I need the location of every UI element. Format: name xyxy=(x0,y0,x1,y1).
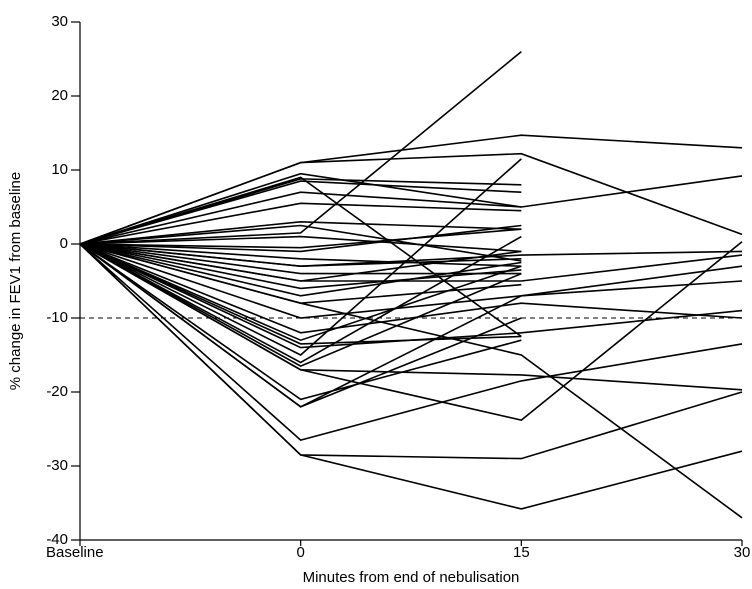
data-line xyxy=(79,243,522,401)
data-line xyxy=(79,243,522,342)
data-line xyxy=(79,224,522,253)
y-axis-label: % change in FEV1 from baseline xyxy=(7,172,24,390)
y-tick-label: 0 xyxy=(60,235,68,252)
data-line xyxy=(79,243,522,408)
y-tick-label: 20 xyxy=(51,87,68,104)
y-tick-label: -20 xyxy=(46,383,68,400)
data-line xyxy=(79,243,522,290)
data-line xyxy=(79,241,743,421)
data-line xyxy=(79,243,522,367)
data-line xyxy=(79,50,522,245)
x-tick-label: Baseline xyxy=(46,544,104,561)
data-line xyxy=(79,243,743,441)
data-line xyxy=(79,243,522,345)
data-line xyxy=(79,180,522,245)
data-line xyxy=(79,243,522,267)
y-tick-label: 30 xyxy=(51,13,68,30)
data-line xyxy=(79,243,522,282)
x-tick-label: 30 xyxy=(734,544,751,561)
data-line xyxy=(79,243,743,391)
data-line xyxy=(79,220,522,245)
data-line xyxy=(79,172,743,245)
data-line xyxy=(79,228,522,249)
data-line xyxy=(79,243,743,334)
data-line xyxy=(79,224,522,262)
data-line xyxy=(79,152,743,245)
y-tick-label: -30 xyxy=(46,457,68,474)
data-line xyxy=(79,235,522,253)
data-line xyxy=(79,243,743,510)
y-tick-label: -10 xyxy=(46,309,68,326)
x-axis-label: Minutes from end of nebulisation xyxy=(303,569,520,586)
data-line xyxy=(79,243,743,319)
data-line xyxy=(79,235,522,364)
y-tick-label: 10 xyxy=(51,161,68,178)
data-line xyxy=(79,158,522,356)
data-line xyxy=(79,176,522,338)
data-line xyxy=(79,243,522,297)
y-tick-label: -40 xyxy=(46,531,68,548)
data-line xyxy=(79,202,522,245)
x-tick-label: 15 xyxy=(513,544,530,561)
x-tick-label: 0 xyxy=(296,544,304,561)
data-line xyxy=(79,191,522,245)
